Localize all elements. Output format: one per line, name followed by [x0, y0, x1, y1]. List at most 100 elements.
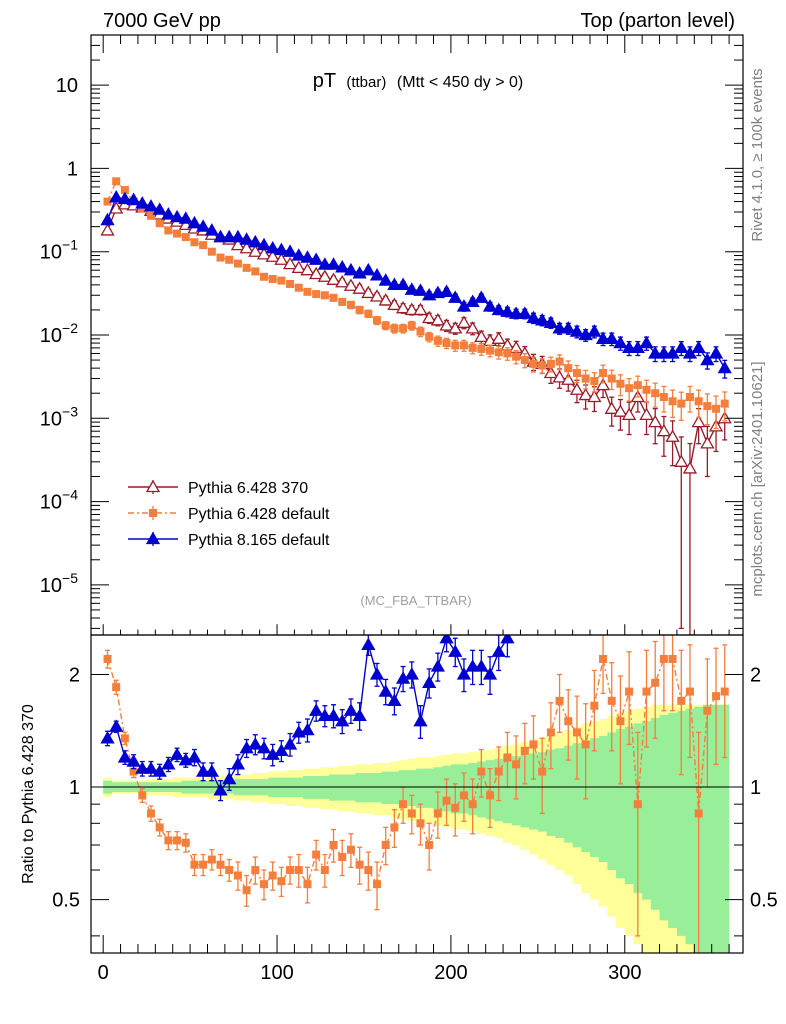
data-point [708, 346, 724, 359]
data-point [578, 387, 593, 401]
ratio-point [129, 767, 138, 776]
data-point [616, 379, 625, 388]
data-point [178, 211, 193, 224]
ratio-point [268, 871, 277, 880]
ratio-y-tick-label: 2 [69, 664, 80, 686]
data-point [459, 341, 468, 350]
data-point [543, 315, 558, 328]
data-point [691, 414, 706, 428]
data-point [387, 297, 402, 311]
data-point [146, 211, 155, 220]
data-point [126, 192, 141, 205]
data-point [135, 196, 150, 209]
ratio-point [199, 860, 208, 869]
ratio-point [303, 880, 312, 889]
data-point [277, 276, 286, 285]
ratio-point [242, 886, 251, 895]
data-point [317, 269, 332, 282]
data-point [491, 302, 506, 316]
ratio-point [343, 703, 359, 716]
ratio-point [190, 860, 199, 869]
data-point [520, 356, 529, 365]
ratio-point [277, 877, 286, 886]
y-tick-label: 10−2 [40, 320, 78, 347]
plot-title-rest: (Mtt < 450 dy > 0) [397, 74, 523, 91]
data-point [503, 349, 512, 358]
data-point [422, 310, 437, 324]
ratio-y-axis: 0.5 0.5 1 1 2 2 [52, 664, 778, 937]
ratio-point [564, 717, 573, 726]
data-point [668, 397, 677, 406]
ratio-plot-frame [90, 634, 744, 954]
ratio-point [668, 654, 677, 663]
data-point [369, 268, 385, 281]
ratio-point [300, 722, 315, 736]
x-tick-label: 300 [608, 962, 641, 984]
data-point [659, 393, 668, 402]
data-point [599, 368, 608, 377]
ratio-point [251, 866, 260, 875]
ratio-point [720, 687, 729, 696]
data-point [373, 316, 382, 325]
legend-marker [145, 531, 161, 545]
data-point [685, 393, 694, 402]
data-point [526, 310, 541, 324]
ratio-point [286, 866, 295, 875]
data-point [317, 257, 332, 270]
ratio-y-tick-label-right: 1 [750, 777, 761, 799]
ratio-point [164, 836, 173, 845]
ratio-point [309, 703, 324, 716]
ratio-y-tick-label: 0.5 [52, 890, 80, 912]
y-tick-base: 10 [40, 492, 62, 514]
x-tick-label: 200 [434, 962, 467, 984]
data-point [430, 313, 445, 326]
ratio-point [361, 637, 376, 650]
ratio-point [143, 761, 159, 774]
data-point [343, 262, 359, 276]
x-axis: 0 100 200 300 [98, 35, 730, 984]
ratio-point [642, 687, 651, 696]
ratio-point [677, 696, 686, 705]
data-point [538, 361, 547, 370]
data-point [604, 331, 619, 344]
data-point [572, 368, 581, 377]
ratio-point [442, 796, 451, 805]
data-point [216, 253, 225, 262]
data-point [720, 399, 729, 408]
data-point [642, 385, 651, 394]
data-point [587, 389, 602, 403]
plot-title-small: (ttbar) [346, 74, 386, 91]
data-point [196, 219, 211, 232]
ratio-point [274, 743, 289, 756]
data-point [274, 242, 289, 256]
data-point [404, 282, 419, 295]
data-point [546, 359, 555, 368]
ratio-point [248, 737, 263, 750]
data-point [468, 343, 477, 352]
ratio-point [213, 783, 228, 796]
ratio-point [112, 683, 121, 692]
ratio-point [256, 740, 272, 754]
data-point [161, 207, 176, 220]
data-point [364, 309, 373, 318]
data-point [326, 272, 341, 285]
data-point [691, 340, 706, 354]
data-point [482, 299, 498, 312]
y-tick-exp: −2 [62, 320, 78, 336]
data-point [477, 344, 486, 353]
ratio-y-tick-label: 1 [69, 777, 80, 799]
data-point [633, 381, 642, 390]
series-0 [100, 197, 732, 635]
ratio-point [146, 809, 155, 818]
y-tick-base: 10 [40, 408, 62, 430]
data-point [274, 252, 289, 265]
data-point [100, 212, 115, 226]
data-point [395, 300, 411, 314]
data-point [282, 256, 298, 270]
data-point [552, 370, 567, 383]
data-point [256, 237, 272, 251]
data-point [529, 359, 538, 368]
data-point [651, 389, 660, 398]
legend-label: Pythia 6.428 370 [188, 480, 308, 497]
